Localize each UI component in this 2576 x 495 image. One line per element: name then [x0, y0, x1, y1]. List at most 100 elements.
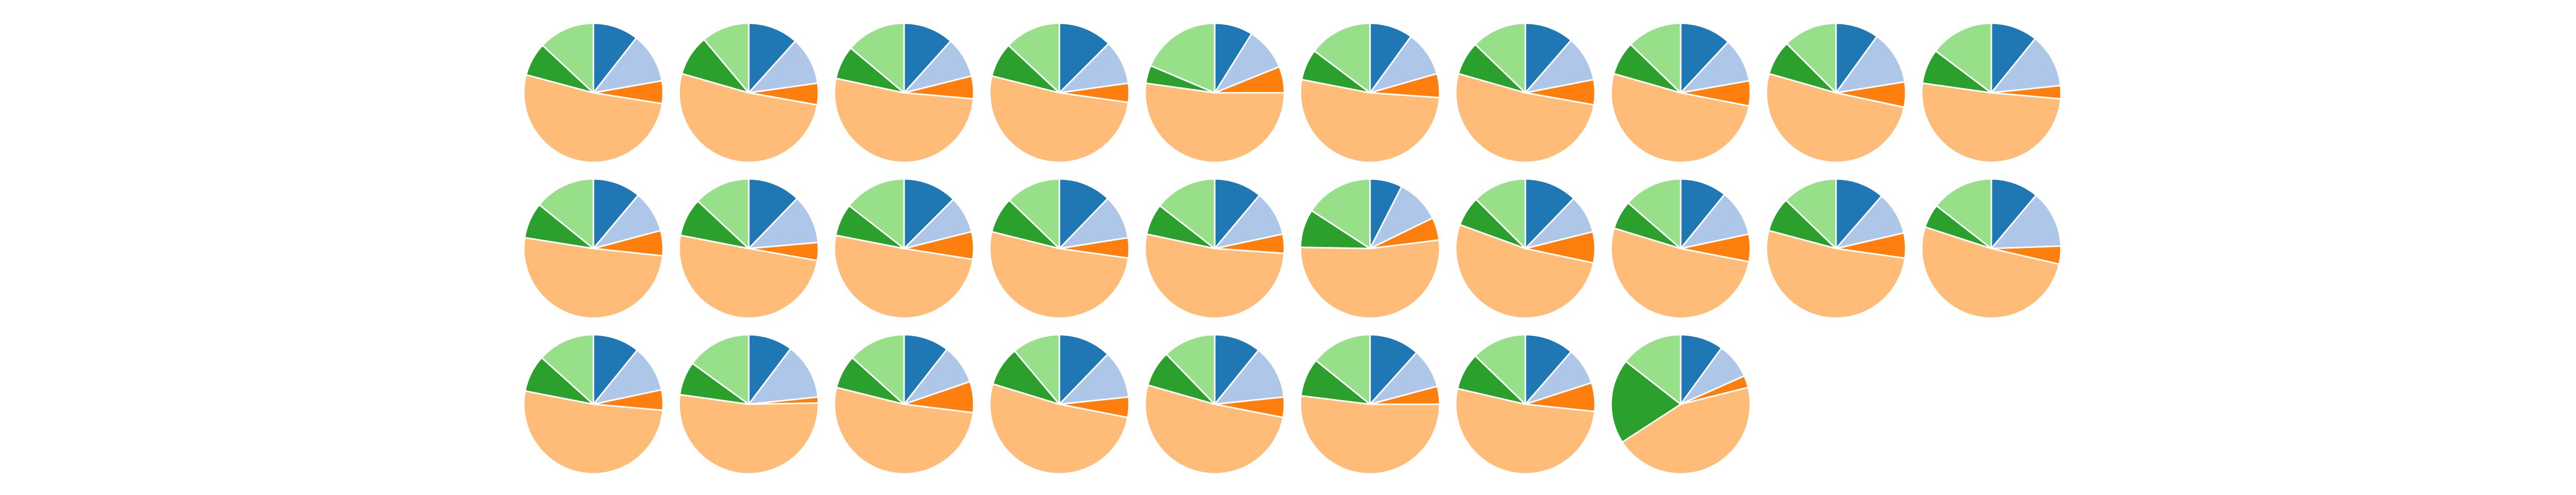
- pie-14-slice-6: [1008, 178, 1060, 250]
- pie-15-slice-4: [1144, 233, 1285, 319]
- pie-19-slice-2: [1835, 195, 1905, 250]
- pie-10-slice-1: [1990, 22, 2036, 94]
- pie-18-slice-1: [1680, 178, 1726, 250]
- pie-12-slice-4: [678, 234, 818, 319]
- pie-19-slice-1: [1835, 178, 1883, 250]
- pie-28: [1610, 334, 1751, 475]
- pie-7-slice-1: [1524, 22, 1572, 94]
- pie-17-slice-1: [1524, 178, 1575, 250]
- pie-8-slice-2: [1680, 41, 1750, 94]
- pie-24-slice-4: [989, 383, 1129, 475]
- pie-24-slice-2: [1058, 353, 1130, 405]
- pie-20-slice-2: [1990, 194, 2062, 250]
- pie-26-slice-4: [1299, 395, 1441, 475]
- pie-24-slice-5: [992, 350, 1060, 405]
- pie-11-slice-4: [523, 237, 664, 319]
- pie-6-slice-4: [1299, 78, 1441, 163]
- pie-27-slice-1: [1524, 334, 1572, 405]
- pie-12-slice-1: [748, 178, 798, 250]
- pie-14-slice-4: [989, 230, 1130, 319]
- pie-20-slice-6: [1936, 178, 1992, 250]
- pie-4-slice-1: [1058, 22, 1109, 94]
- pie-9: [1765, 22, 1907, 163]
- pie-28-slice-1: [1680, 334, 1722, 405]
- pie-22-slice-2: [748, 348, 819, 405]
- pie-8-slice-1: [1680, 22, 1729, 94]
- pie-1-slice-6: [541, 22, 594, 94]
- pie-7-slice-6: [1474, 22, 1526, 94]
- pie-10-slice-6: [1935, 22, 1992, 94]
- pie-11-slice-2: [592, 194, 662, 250]
- pie-6-slice-6: [1313, 22, 1371, 94]
- pie-7: [1455, 22, 1596, 163]
- pie-13-slice-4: [833, 234, 974, 319]
- pie-6-slice-1: [1369, 22, 1412, 94]
- pie-3-slice-6: [850, 22, 905, 94]
- pie-9-slice-6: [1786, 22, 1837, 94]
- pie-7-slice-2: [1524, 39, 1595, 94]
- pie-2-slice-2: [748, 40, 819, 94]
- pie-14-slice-2: [1058, 197, 1129, 250]
- pie-25-slice-2: [1214, 349, 1285, 405]
- pie-8-slice-4: [1610, 73, 1750, 163]
- pie-9-slice-4: [1765, 73, 1905, 163]
- pie-17-slice-6: [1475, 178, 1526, 250]
- pie-18-slice-4: [1610, 227, 1750, 319]
- pie-10-slice-2: [1990, 38, 2062, 94]
- pie-19-slice-4: [1765, 229, 1906, 319]
- pie-20-slice-4: [1921, 226, 2060, 319]
- pie-15-slice-2: [1214, 194, 1284, 250]
- pie-7-slice-4: [1455, 73, 1595, 163]
- pie-23-slice-1: [903, 334, 948, 405]
- pie-17-slice-4: [1455, 224, 1595, 319]
- pie-5-slice-2: [1214, 33, 1280, 94]
- pie-19: [1765, 178, 1907, 319]
- pie-21: [523, 334, 664, 475]
- pie-24-slice-1: [1058, 334, 1109, 405]
- pie-2: [678, 22, 819, 163]
- pie-12: [678, 178, 819, 319]
- pie-3-slice-4: [833, 77, 974, 163]
- pie-16-slice-6: [1311, 178, 1371, 250]
- pie-16-slice-2: [1369, 186, 1434, 250]
- pie-15: [1144, 178, 1285, 319]
- pie-1-slice-1: [592, 22, 637, 94]
- pie-15-slice-1: [1214, 178, 1261, 250]
- pie-18-slice-2: [1680, 193, 1750, 250]
- pie-3: [833, 22, 975, 163]
- pie-21-slice-2: [592, 349, 663, 405]
- pie-26-slice-2: [1369, 352, 1438, 405]
- pie-10-slice-4: [1921, 82, 2062, 163]
- pie-13: [833, 178, 975, 319]
- pie-21-slice-1: [592, 334, 638, 405]
- pie-14-slice-1: [1058, 178, 1109, 250]
- pie-9-slice-1: [1835, 22, 1878, 94]
- pie-27-slice-4: [1455, 388, 1596, 475]
- pie-1-slice-2: [592, 37, 663, 94]
- pie-1: [523, 22, 664, 163]
- pie-14: [989, 178, 1130, 319]
- pie-28-slice-4: [1621, 386, 1751, 475]
- pie-25-slice-6: [1165, 334, 1216, 405]
- pie-27-slice-6: [1474, 334, 1526, 405]
- pie-5-slice-4: [1144, 82, 1285, 163]
- pie-4-slice-2: [1058, 43, 1130, 94]
- pie-25-slice-4: [1144, 384, 1284, 475]
- pie-23-slice-4: [833, 386, 974, 475]
- pie-17: [1455, 178, 1596, 319]
- pie-5: [1144, 22, 1285, 163]
- pie-27: [1455, 334, 1596, 475]
- pie-20: [1921, 178, 2062, 319]
- pie-3-slice-1: [903, 22, 952, 94]
- pie-12-slice-6: [697, 178, 750, 250]
- pie-23-slice-2: [903, 349, 971, 405]
- pie-21-slice-4: [523, 390, 664, 475]
- pie-2-slice-1: [748, 22, 796, 94]
- pie-22-slice-4: [678, 393, 819, 475]
- pie-22: [678, 334, 819, 475]
- pie-25: [1144, 334, 1285, 475]
- pie-19-slice-6: [1785, 178, 1837, 250]
- pie-1-slice-4: [523, 74, 663, 163]
- pie-18-slice-6: [1627, 178, 1682, 250]
